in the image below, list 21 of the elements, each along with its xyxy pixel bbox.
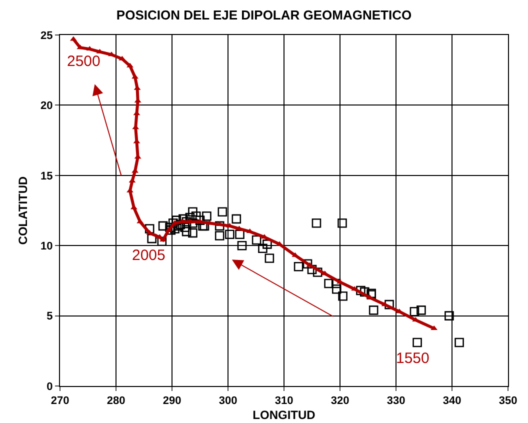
y-tick-label: 25: [40, 30, 53, 42]
y-axis-title: COLATITUD: [16, 176, 30, 245]
y-tick-label: 20: [40, 100, 53, 112]
x-tick-label: 310: [274, 395, 294, 408]
annotation: 2005: [132, 247, 166, 264]
y-tick-label: 10: [40, 240, 53, 252]
annotation: 2500: [67, 53, 100, 70]
x-tick-label: 300: [218, 395, 238, 408]
x-tick-label: 280: [106, 395, 126, 408]
x-axis-title: LONGITUD: [252, 408, 316, 422]
annotation: 1550: [396, 350, 430, 367]
x-tick-label: 320: [330, 395, 350, 408]
x-tick-label: 350: [498, 395, 518, 408]
x-tick-label: 290: [162, 395, 182, 408]
x-tick-label: 270: [50, 395, 70, 408]
x-tick-label: 330: [386, 395, 406, 408]
y-tick-label: 0: [46, 380, 53, 393]
y-tick-label: 5: [46, 310, 53, 323]
chart-title: POSICION DEL EJE DIPOLAR GEOMAGNETICO: [116, 8, 412, 23]
x-tick-label: 340: [442, 395, 462, 408]
y-tick-label: 15: [40, 170, 53, 182]
